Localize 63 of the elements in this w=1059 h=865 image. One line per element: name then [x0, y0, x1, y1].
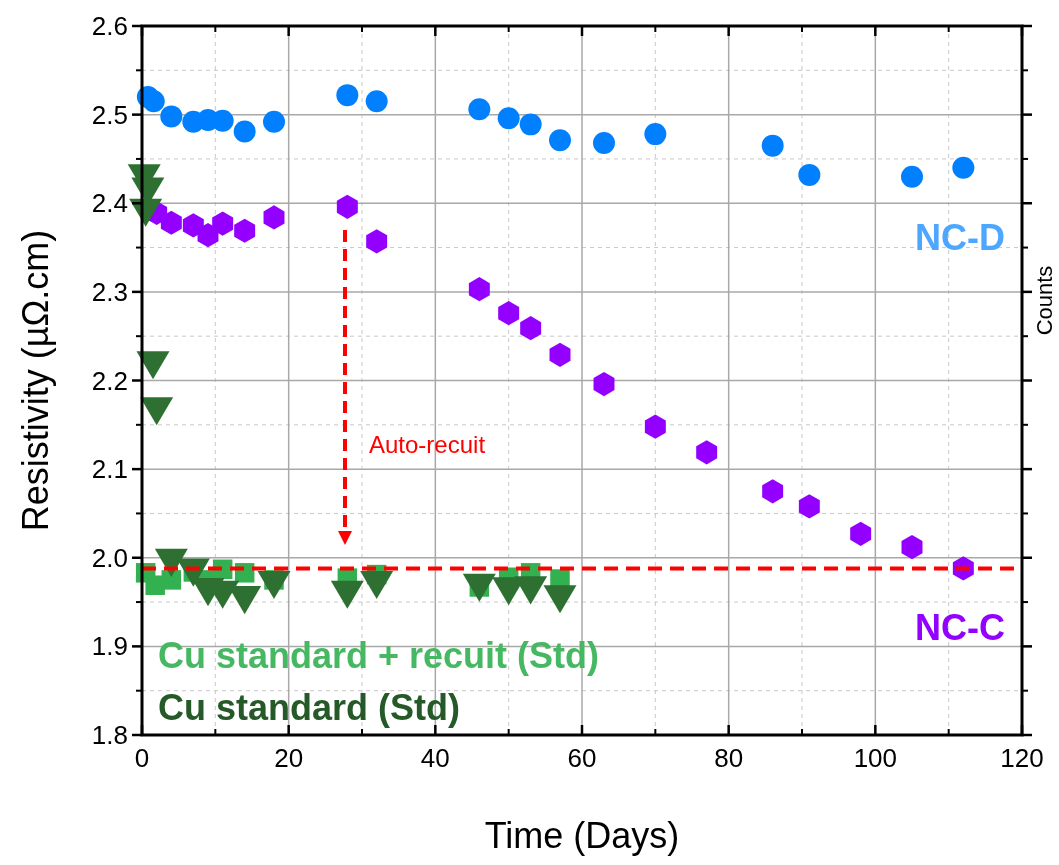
- point: [197, 223, 219, 248]
- y-tick-label: 2.1: [91, 454, 128, 485]
- y-tick-label: 2.5: [91, 99, 128, 130]
- x-tick-label: 80: [714, 743, 744, 773]
- series-label: Cu standard + recuit (Std): [158, 635, 600, 676]
- y-tick-label: 2.6: [91, 11, 128, 41]
- y-tick-label: 2.2: [91, 365, 128, 396]
- x-tick-label: 120: [1000, 743, 1044, 773]
- text: Cu standard (Std): [158, 687, 460, 728]
- point: [901, 165, 923, 188]
- point: [234, 218, 256, 243]
- point: [644, 414, 666, 439]
- x-tick-label: 0: [134, 743, 150, 773]
- series-label: NC-D: [915, 217, 1005, 258]
- point: [182, 213, 204, 238]
- point: [468, 277, 490, 302]
- point: [798, 163, 821, 186]
- y-tick-label: 2.0: [91, 542, 128, 573]
- point: [468, 98, 491, 121]
- y-tick-label: 1.8: [91, 720, 128, 750]
- point: [850, 521, 872, 546]
- y-tick-label: 2.3: [91, 276, 128, 307]
- y-tick-label: 2.4: [91, 188, 128, 219]
- point: [336, 194, 358, 219]
- point: [462, 573, 496, 602]
- x-tick-label: 60: [567, 743, 597, 773]
- point: [366, 229, 388, 254]
- x-tick-label: 20: [274, 743, 304, 773]
- series-label: NC-C: [915, 607, 1005, 648]
- point: [696, 440, 718, 465]
- point: [330, 580, 364, 609]
- point: [336, 84, 359, 107]
- point: [263, 205, 285, 230]
- point: [233, 120, 256, 143]
- point: [161, 570, 182, 590]
- point: [762, 479, 784, 504]
- annotation: Auto-recuit: [369, 431, 486, 458]
- point: [160, 210, 182, 235]
- point: [952, 156, 975, 179]
- text: Counts: [1032, 265, 1057, 336]
- point: [901, 535, 923, 560]
- point: [798, 494, 820, 519]
- point: [263, 110, 285, 133]
- point: [520, 316, 542, 341]
- point: [519, 113, 542, 136]
- point: [549, 129, 571, 152]
- point: [365, 90, 388, 113]
- point: [644, 123, 667, 146]
- point: [593, 371, 615, 397]
- y-tick-label: 1.9: [91, 631, 128, 662]
- point: [212, 211, 234, 236]
- point: [549, 342, 571, 367]
- point: [593, 132, 615, 154]
- point: [761, 134, 784, 157]
- point: [142, 90, 165, 113]
- y-axis-title: Resistivity (µΩ.cm): [15, 229, 56, 532]
- x-tick-label: 100: [853, 743, 898, 773]
- point: [211, 109, 234, 132]
- point: [498, 301, 520, 326]
- point: [160, 105, 183, 128]
- point: [497, 107, 520, 130]
- x-tick-label: 40: [420, 743, 450, 773]
- x-axis-title: Time (Days): [484, 815, 680, 856]
